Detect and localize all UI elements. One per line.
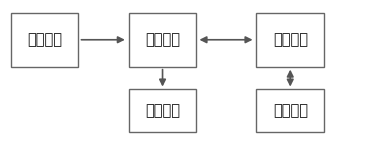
FancyBboxPatch shape — [128, 89, 197, 132]
Text: 处理模块: 处理模块 — [145, 32, 180, 47]
FancyBboxPatch shape — [256, 89, 324, 132]
FancyBboxPatch shape — [11, 13, 78, 67]
Text: 输出模块: 输出模块 — [145, 103, 180, 118]
Text: 输入模块: 输入模块 — [27, 32, 62, 47]
Text: 维护模块: 维护模块 — [273, 103, 308, 118]
FancyBboxPatch shape — [128, 13, 197, 67]
FancyBboxPatch shape — [256, 13, 324, 67]
Text: 存储模块: 存储模块 — [273, 32, 308, 47]
